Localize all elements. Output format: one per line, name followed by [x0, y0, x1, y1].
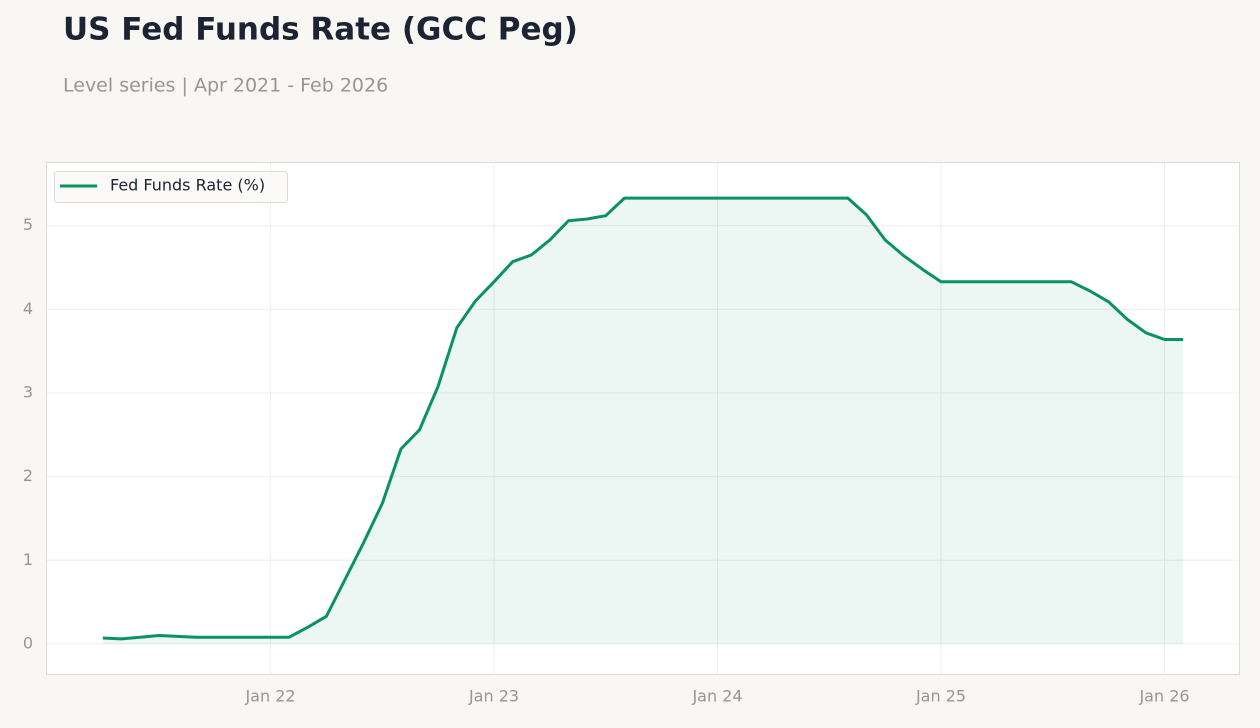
- line: [102, 196, 1184, 641]
- y-tick-label: 0: [23, 633, 33, 652]
- chart-title: US Fed Funds Rate (GCC Peg): [63, 12, 578, 48]
- y-tick-label: 1: [23, 550, 33, 569]
- y-tick-label: 5: [23, 215, 33, 234]
- chart-subtitle: Level series | Apr 2021 - Feb 2026: [63, 75, 388, 97]
- plot-area: [46, 162, 1240, 675]
- x-tick-label: Jan 25: [915, 687, 966, 706]
- area: [102, 198, 1184, 644]
- legend-label: Fed Funds Rate (%): [110, 176, 265, 195]
- x-tick-label: Jan 22: [244, 687, 295, 706]
- x-tick-label: Jan 24: [691, 687, 742, 706]
- y-tick-label: 2: [23, 466, 33, 485]
- y-tick-label: 3: [23, 382, 33, 401]
- x-tick-label: Jan 23: [468, 687, 519, 706]
- x-tick-label: Jan 26: [1138, 687, 1189, 706]
- y-tick-label: 4: [23, 299, 33, 318]
- legend-box: [54, 171, 288, 203]
